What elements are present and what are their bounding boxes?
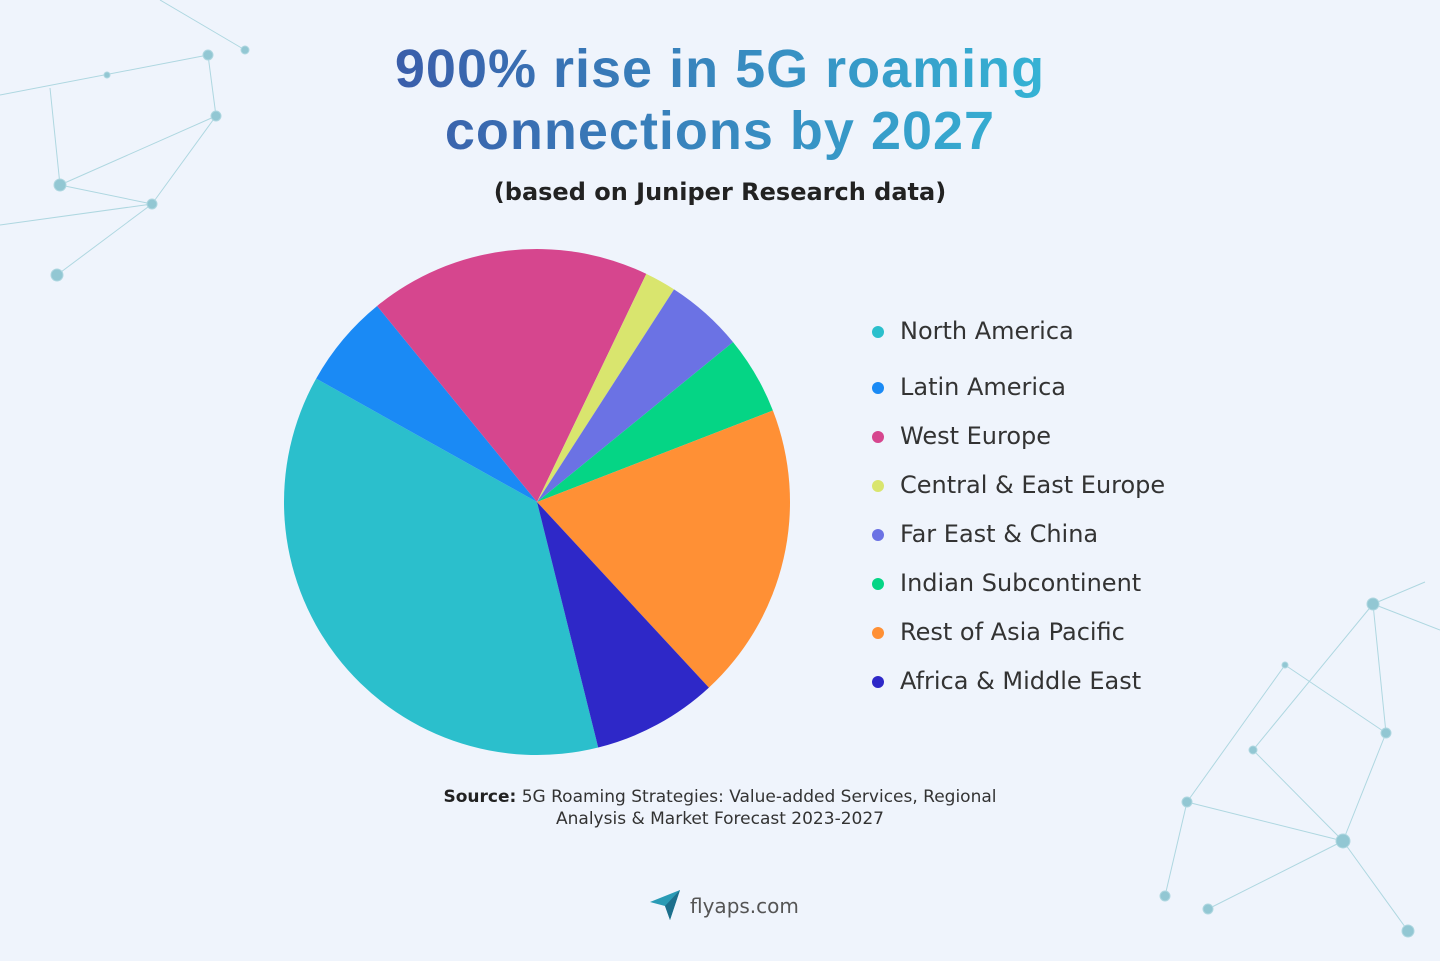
chart-title: 900% rise in 5G roaming connections by 2… — [370, 38, 1070, 162]
pie-slice — [316, 305, 537, 502]
legend-marker — [872, 480, 884, 492]
legend-label: North America — [900, 317, 1074, 345]
legend-label: Indian Subcontinent — [900, 569, 1141, 597]
legend-marker — [872, 326, 884, 338]
brand-site: flyaps.com — [690, 894, 799, 918]
pie-slice — [537, 502, 709, 748]
legend-label: Rest of Asia Pacific — [900, 618, 1125, 646]
legend-marker — [872, 382, 884, 394]
source-text: 5G Roaming Strategies: Value-added Servi… — [521, 787, 997, 829]
legend-label: Far East & China — [900, 520, 1098, 548]
legend-marker — [872, 431, 884, 443]
legend-marker — [872, 578, 884, 590]
legend-marker — [872, 676, 884, 688]
pie-slice — [377, 249, 647, 502]
legend-label: Latin America — [900, 373, 1066, 401]
pie-slice — [537, 273, 675, 502]
pie-slice — [537, 289, 734, 502]
pie-slice — [537, 342, 773, 502]
brand: flyaps.com — [650, 890, 799, 920]
legend-marker — [872, 529, 884, 541]
pie-slice — [537, 410, 790, 688]
decoration — [0, 0, 1440, 938]
brand-logo — [650, 890, 680, 920]
legend-label: Central & East Europe — [900, 471, 1165, 499]
legend-label: Africa & Middle East — [900, 667, 1141, 695]
source-label: Source: — [443, 787, 517, 807]
chart-subtitle: (based on Juniper Research data) — [493, 178, 947, 206]
legend-label: West Europe — [900, 422, 1051, 450]
pie-slice — [284, 378, 599, 756]
legend-marker — [872, 627, 884, 639]
source-note: Source: 5G Roaming Strategies: Value-add… — [410, 786, 1030, 830]
